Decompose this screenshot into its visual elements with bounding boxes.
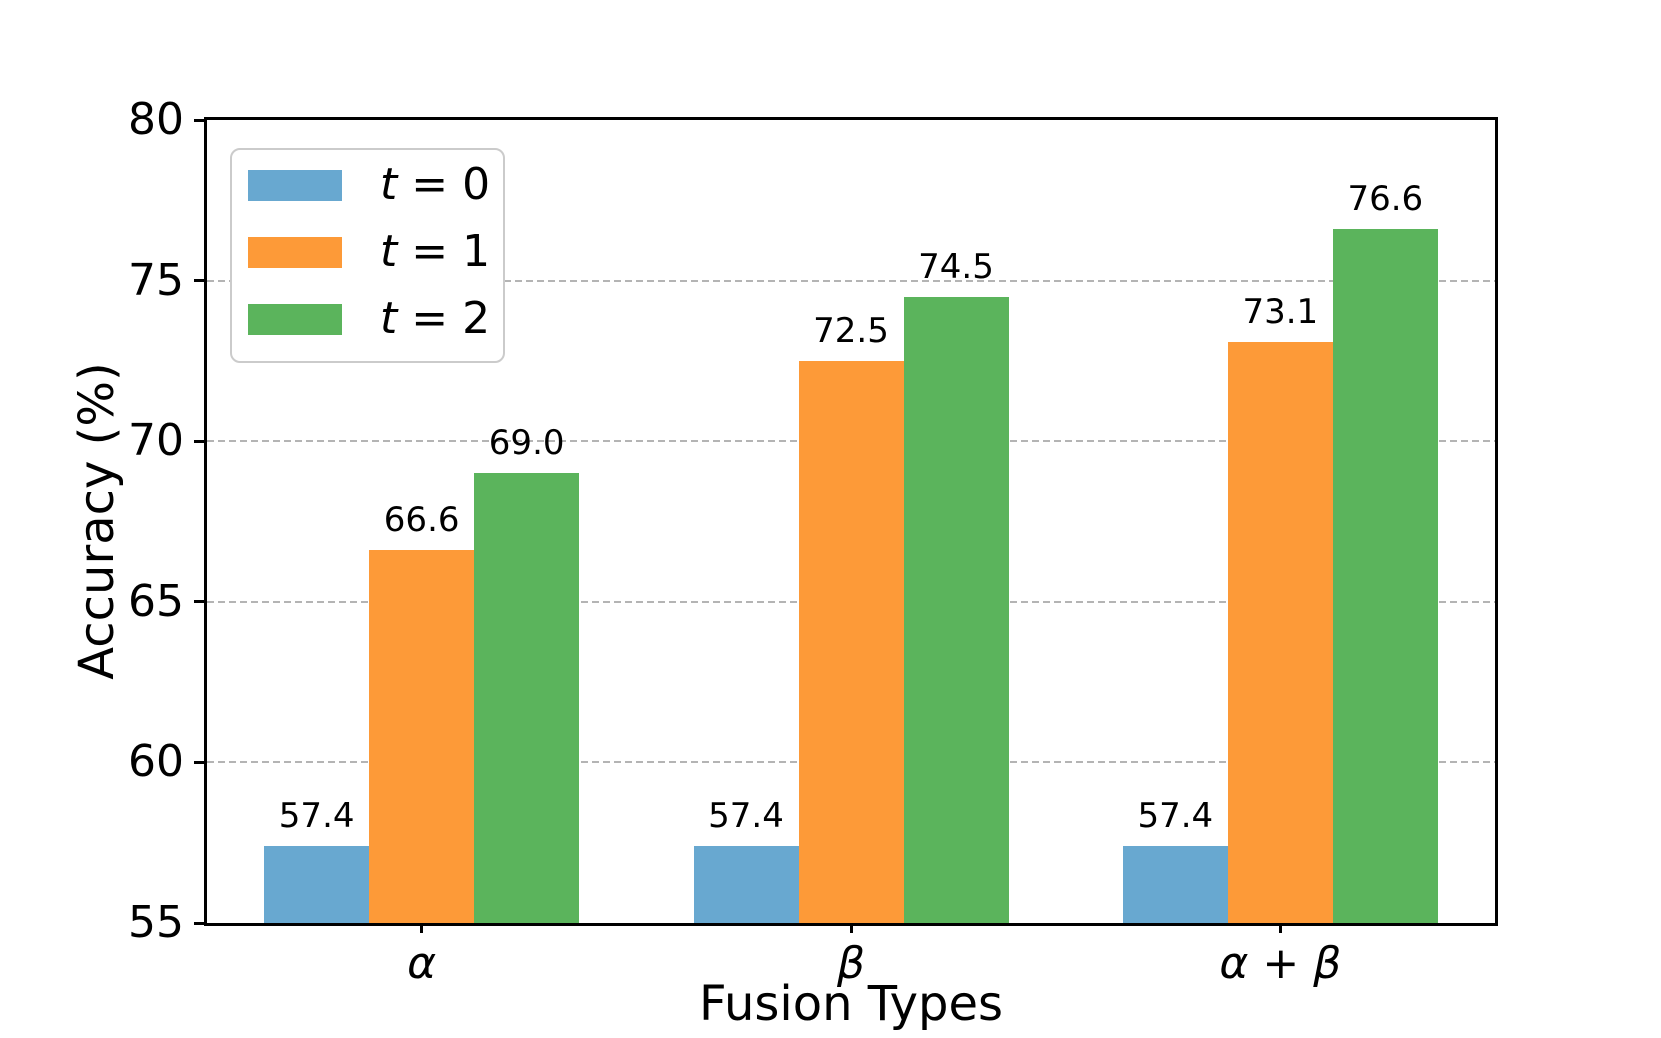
bar-value-label: 72.5 bbox=[813, 310, 889, 351]
bar bbox=[264, 845, 370, 923]
bar-value-label: 74.5 bbox=[918, 246, 994, 287]
y-tick-mark bbox=[194, 118, 204, 122]
legend-label: t = 0 bbox=[380, 159, 491, 210]
legend-item: t = 2 bbox=[248, 297, 503, 341]
bar bbox=[369, 550, 475, 923]
legend-swatch bbox=[248, 169, 342, 201]
legend-item: t = 1 bbox=[248, 230, 503, 274]
legend-variable: t bbox=[380, 226, 398, 277]
x-tick-mark bbox=[849, 923, 853, 933]
bar bbox=[1332, 229, 1438, 923]
x-axis-label: Fusion Types bbox=[698, 976, 1004, 1032]
y-tick-label: 80 bbox=[128, 94, 184, 145]
legend: t = 0 t = 1 t = 2 bbox=[230, 148, 505, 363]
bar bbox=[474, 473, 580, 923]
bar-value-label: 66.6 bbox=[383, 500, 460, 541]
legend-swatch bbox=[248, 303, 342, 335]
bar-value-label: 57.4 bbox=[278, 795, 355, 836]
bar-value-label: 57.4 bbox=[708, 795, 784, 836]
legend-variable: t bbox=[380, 293, 398, 344]
y-tick-label: 75 bbox=[128, 254, 184, 306]
y-tick-label: 70 bbox=[128, 415, 184, 467]
gridline bbox=[207, 279, 1495, 282]
legend-swatch bbox=[248, 236, 342, 268]
y-axis-label: Accuracy (%) bbox=[69, 362, 125, 680]
bar bbox=[903, 296, 1009, 923]
y-tick-mark bbox=[194, 760, 204, 764]
x-tick-label: β bbox=[836, 938, 866, 989]
bar bbox=[1227, 341, 1333, 923]
legend-label: t = 1 bbox=[380, 226, 491, 277]
legend-item: t = 0 bbox=[248, 163, 503, 207]
x-tick-label: α bbox=[407, 938, 437, 989]
legend-variable: t bbox=[380, 159, 398, 210]
y-tick-mark bbox=[194, 279, 204, 283]
y-tick-mark bbox=[194, 600, 204, 604]
x-tick-label: α + β bbox=[1219, 938, 1342, 989]
y-tick-mark bbox=[194, 921, 204, 925]
legend-label: t = 2 bbox=[380, 293, 491, 344]
legend-rows: t = 0 t = 1 t = 2 bbox=[248, 163, 503, 341]
bar-value-label: 76.6 bbox=[1347, 179, 1424, 220]
y-tick-label: 60 bbox=[128, 736, 184, 788]
bar bbox=[1122, 845, 1228, 923]
y-tick-label: 55 bbox=[128, 897, 184, 948]
bar-value-label: 69.0 bbox=[488, 423, 565, 464]
y-tick-mark bbox=[194, 439, 204, 443]
bar bbox=[693, 845, 799, 923]
bar-value-label: 57.4 bbox=[1137, 795, 1214, 836]
x-tick-mark bbox=[1278, 923, 1282, 933]
bar bbox=[798, 360, 904, 923]
bar-value-label: 73.1 bbox=[1242, 291, 1319, 332]
x-tick-mark bbox=[420, 923, 424, 933]
y-tick-label: 65 bbox=[128, 575, 184, 627]
